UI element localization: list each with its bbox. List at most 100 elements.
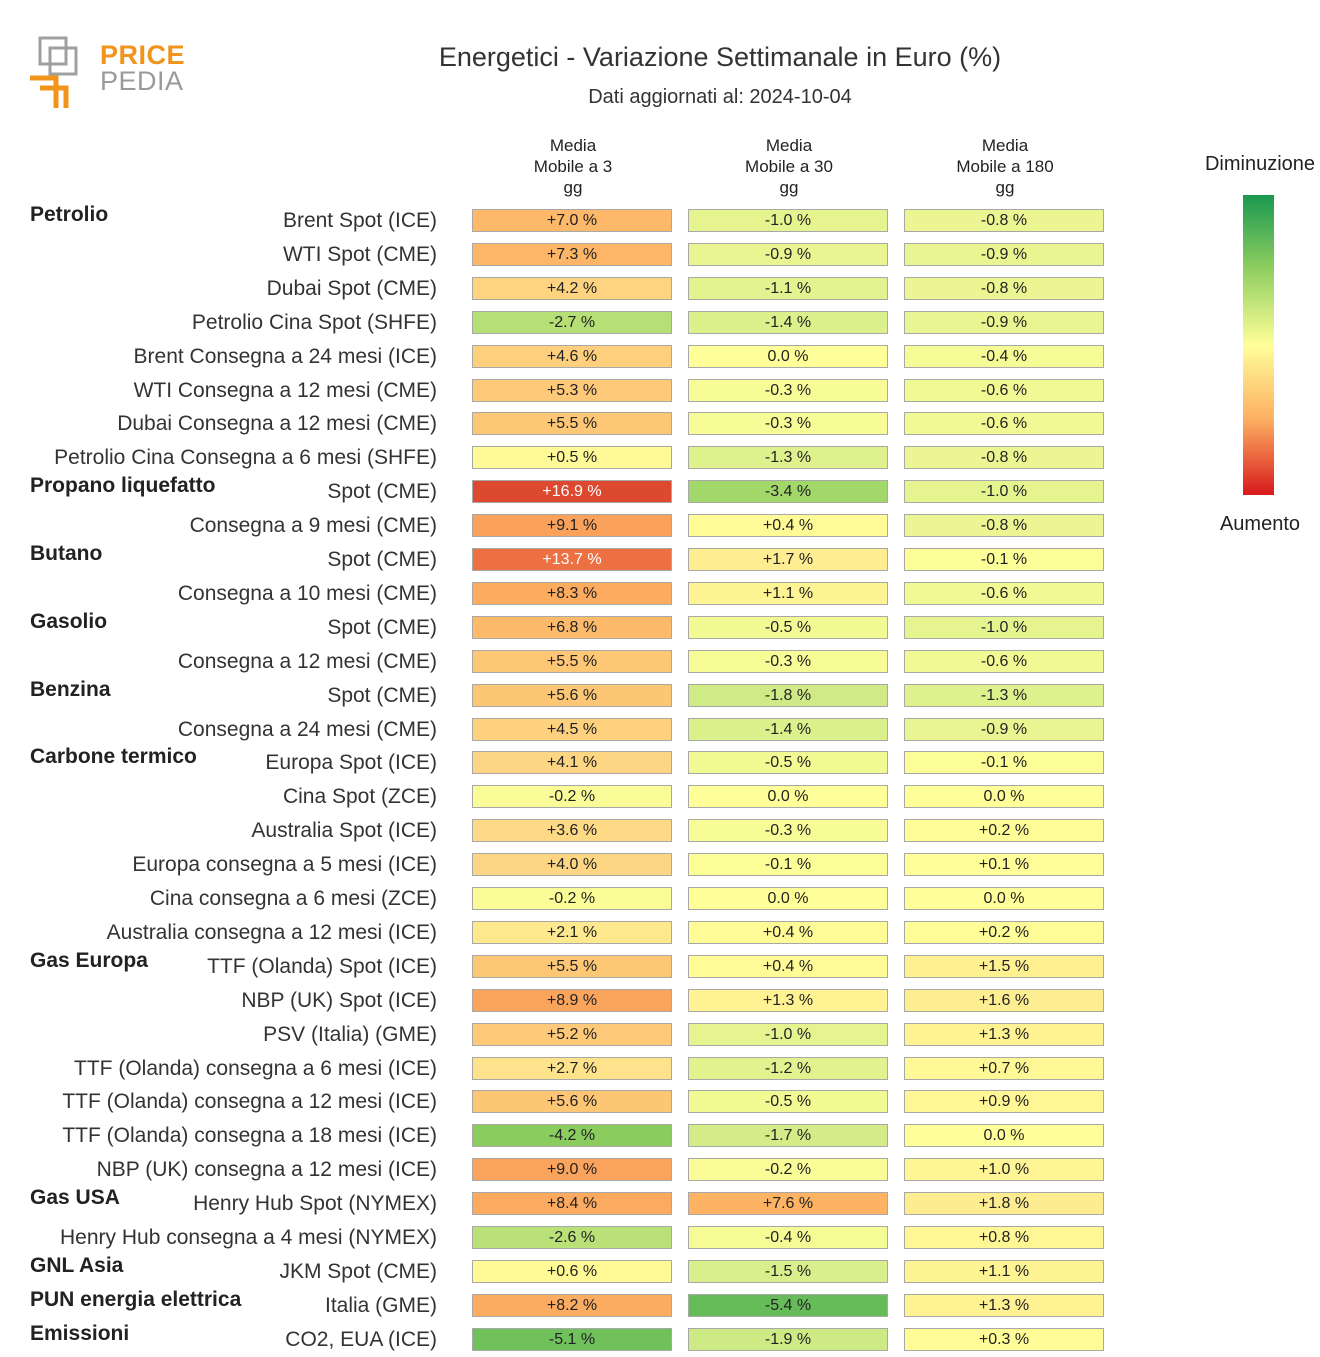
- row-label: TTF (Olanda) Spot (ICE): [207, 954, 437, 978]
- heatmap-cell: -1.4 %: [688, 717, 888, 741]
- chart-subtitle: Dati aggiornati al: 2024-10-04: [588, 86, 852, 108]
- row-label: Australia consegna a 12 mesi (ICE): [106, 920, 437, 944]
- heatmap-cell: -0.6 %: [904, 412, 1104, 436]
- heatmap-cell: -1.0 %: [688, 1022, 888, 1046]
- heatmap-cell: -0.5 %: [688, 1090, 888, 1114]
- row-label: WTI Consegna a 12 mesi (CME): [133, 378, 437, 402]
- heatmap-cell: +0.9 %: [904, 1090, 1104, 1114]
- heatmap-cell: -0.9 %: [904, 310, 1104, 334]
- row-label: PSV (Italia) (GME): [263, 1022, 437, 1046]
- heatmap-cell: -0.1 %: [688, 853, 888, 877]
- pricepedia-logo: PRICE PEDIA: [28, 36, 188, 108]
- heatmap-cell: +0.7 %: [904, 1056, 1104, 1080]
- heatmap-cell: +5.5 %: [472, 649, 672, 673]
- heatmap-cell: +9.0 %: [472, 1158, 672, 1182]
- row-label: Spot (CME): [327, 480, 437, 504]
- heatmap-cell: -0.4 %: [904, 344, 1104, 368]
- group-label: Petrolio: [30, 203, 109, 226]
- row-label: Spot (CME): [327, 548, 437, 571]
- row-label: Petrolio Cina Consegna a 6 mesi (SHFE): [54, 446, 437, 470]
- heatmap-cell: -0.1 %: [904, 548, 1104, 571]
- heatmap-cell: +0.2 %: [904, 819, 1104, 843]
- heatmap-cell: +4.5 %: [472, 717, 672, 741]
- heatmap-cell: +1.7 %: [688, 548, 888, 571]
- heatmap-cell: +8.2 %: [472, 1293, 672, 1317]
- row-label: Europa consegna a 5 mesi (ICE): [132, 853, 437, 877]
- row-label: CO2, EUA (ICE): [285, 1327, 437, 1351]
- heatmap-cell: +16.9 %: [472, 480, 672, 504]
- heatmap-cell: +0.8 %: [904, 1226, 1104, 1249]
- heatmap-cell: 0.0 %: [688, 887, 888, 910]
- row-label: Cina Spot (ZCE): [282, 785, 437, 809]
- heatmap-cell: +5.6 %: [472, 1090, 672, 1114]
- heatmap-cell: +7.6 %: [688, 1192, 888, 1216]
- group-label: Propano liquefatto: [30, 474, 216, 498]
- row-label: NBP (UK) Spot (ICE): [241, 988, 437, 1012]
- group-label: Gas Europa: [30, 948, 148, 972]
- chart-title: Energetici - Variazione Settimanale in E…: [438, 42, 1002, 72]
- heatmap-cell: -0.6 %: [904, 378, 1104, 402]
- heatmap-cell: -1.1 %: [688, 276, 888, 300]
- column-header-3gg: Media Mobile a 3 gg: [472, 135, 674, 198]
- heatmap-cell: -0.4 %: [688, 1226, 888, 1249]
- row-label: Europa Spot (ICE): [265, 751, 437, 775]
- heatmap-cell: 0.0 %: [904, 785, 1104, 809]
- heatmap-cell: -1.5 %: [688, 1259, 888, 1283]
- heatmap-cell: -1.8 %: [688, 683, 888, 707]
- heatmap-cell: -0.2 %: [472, 887, 672, 910]
- heatmap-cell: +4.2 %: [472, 276, 672, 300]
- heatmap-cell: +13.7 %: [472, 548, 672, 571]
- group-label: Emissioni: [30, 1321, 130, 1345]
- heatmap-cell: +8.9 %: [472, 988, 672, 1012]
- heatmap-cell: -0.5 %: [688, 615, 888, 639]
- group-label: GNL Asia: [30, 1253, 124, 1277]
- heatmap-cell: -3.4 %: [688, 480, 888, 504]
- row-label: TTF (Olanda) consegna a 18 mesi (ICE): [62, 1124, 437, 1148]
- heatmap-cell: -5.4 %: [688, 1293, 888, 1317]
- heatmap-cell: +1.1 %: [688, 581, 888, 605]
- heatmap-cell: -5.1 %: [472, 1327, 672, 1351]
- heatmap-cell: -0.8 %: [904, 514, 1104, 538]
- column-header-line: Media: [549, 136, 597, 155]
- heatmap-cell: +0.3 %: [904, 1327, 1104, 1351]
- heatmap-cell: +1.6 %: [904, 988, 1104, 1012]
- heatmap-cell: +4.6 %: [472, 344, 672, 368]
- heatmap-cell: +2.1 %: [472, 920, 672, 944]
- heatmap-cell: +5.5 %: [472, 954, 672, 978]
- logo-mark-icon: [30, 36, 78, 108]
- row-label: Consegna a 9 mesi (CME): [189, 514, 437, 538]
- heatmap-cell: -1.3 %: [904, 683, 1104, 707]
- heatmap-cell: 0.0 %: [904, 1124, 1104, 1148]
- row-label: Consegna a 10 mesi (CME): [177, 581, 437, 605]
- heatmap-cell: -0.1 %: [904, 751, 1104, 775]
- heatmap-cell: -4.2 %: [472, 1124, 672, 1148]
- heatmap-cell: -0.2 %: [472, 785, 672, 809]
- legend-color-bar: [1243, 195, 1274, 495]
- row-label: Consegna a 12 mesi (CME): [177, 649, 437, 673]
- group-label: Gas USA: [30, 1186, 120, 1210]
- heatmap-cell: +6.8 %: [472, 615, 672, 639]
- row-label: JKM Spot (CME): [279, 1259, 437, 1283]
- row-label: Petrolio Cina Spot (SHFE): [191, 310, 437, 334]
- heatmap-cell: +0.1 %: [904, 853, 1104, 877]
- group-label: Butano: [30, 542, 103, 565]
- row-label: Henry Hub Spot (NYMEX): [193, 1192, 437, 1216]
- heatmap-cell: +1.3 %: [688, 988, 888, 1012]
- heatmap-cell: -0.8 %: [904, 446, 1104, 470]
- heatmap-cell: +1.5 %: [904, 954, 1104, 978]
- row-label: Italia (GME): [324, 1293, 437, 1317]
- heatmap-cell: -0.3 %: [688, 649, 888, 673]
- row-label: TTF (Olanda) consegna a 12 mesi (ICE): [62, 1090, 437, 1114]
- heatmap-cell: -0.3 %: [688, 819, 888, 843]
- column-header-line: gg: [779, 178, 799, 197]
- heatmap-cell: +5.5 %: [472, 412, 672, 436]
- column-header-30gg: Media Mobile a 30 gg: [688, 135, 890, 198]
- row-label: TTF (Olanda) consegna a 6 mesi (ICE): [74, 1056, 437, 1080]
- heatmap-cell: -0.3 %: [688, 412, 888, 436]
- group-label: PUN energia elettrica: [30, 1287, 242, 1311]
- heatmap-cell: -2.6 %: [472, 1226, 672, 1249]
- heatmap-cell: -0.8 %: [904, 209, 1104, 232]
- heatmap-cell: +0.6 %: [472, 1259, 672, 1283]
- heatmap-cell: -1.4 %: [688, 310, 888, 334]
- row-label: Henry Hub consegna a 4 mesi (NYMEX): [60, 1226, 437, 1249]
